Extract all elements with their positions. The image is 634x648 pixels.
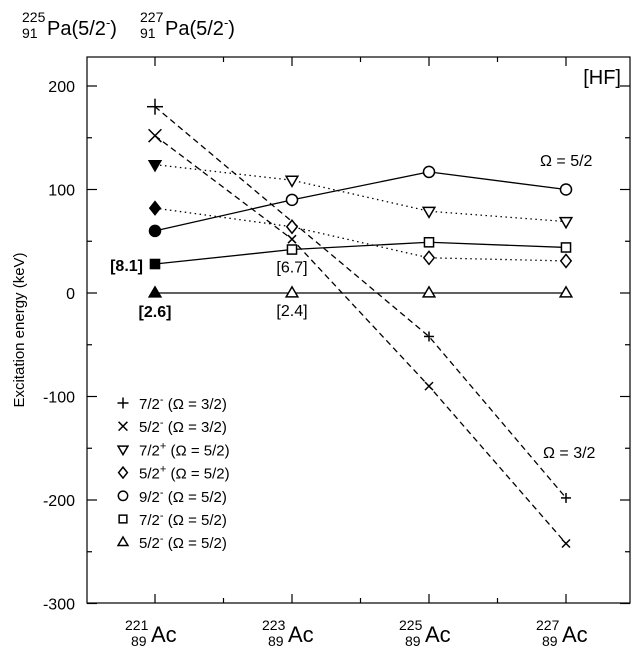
marker-triangle-up <box>284 285 300 298</box>
marker-plus <box>147 98 163 115</box>
marker-diamond <box>148 200 162 216</box>
marker-square <box>423 236 435 248</box>
y-tick-label: 100 <box>48 183 75 200</box>
x-tick-z: 89 <box>268 633 284 648</box>
marker-circle <box>117 490 129 502</box>
legend-entry: 9/2- (Ω = 5/2) <box>117 487 227 506</box>
series-line <box>154 171 567 232</box>
top-label-text: Pa(5/2-) <box>47 15 117 40</box>
marker-triangle-down <box>421 206 437 219</box>
y-tick-label: -300 <box>43 597 75 614</box>
marker-circle <box>148 224 162 238</box>
annotation: [2.4] <box>276 303 307 320</box>
marker-square <box>149 258 161 270</box>
marker-cross <box>424 381 434 391</box>
marker-triangle-up <box>116 535 130 547</box>
series-line <box>154 135 567 544</box>
marker-plus <box>424 331 434 342</box>
marker-cross <box>118 421 128 432</box>
omega-label: Ω = 3/2 <box>543 445 596 462</box>
marker-triangle-up <box>421 285 437 298</box>
marker-diamond <box>559 253 573 269</box>
marker-triangle-up <box>558 285 574 298</box>
legend-entry: 7/2- (Ω = 3/2) <box>117 394 227 413</box>
x-tick-element: Ac <box>151 622 177 647</box>
x-tick-mass: 221 <box>125 617 149 633</box>
annotation: [2.6] <box>139 304 172 321</box>
marker-diamond <box>285 219 299 235</box>
marker-square <box>560 242 572 253</box>
x-tick-mass: 225 <box>399 617 423 633</box>
marker-triangle-down <box>116 445 130 457</box>
annotation: [6.7] <box>276 260 307 277</box>
omega-label: Ω = 5/2 <box>540 153 593 170</box>
marker-cross <box>287 234 297 244</box>
marker-circle <box>559 183 573 196</box>
top-label-mass: 225 <box>22 9 46 25</box>
x-tick-z: 89 <box>131 633 147 648</box>
x-tick-element: Ac <box>562 622 588 647</box>
x-tick-element: Ac <box>425 622 451 647</box>
marker-circle <box>285 193 299 207</box>
legend-entry: 5/2- (Ω = 5/2) <box>116 533 227 552</box>
y-tick-label: -200 <box>43 493 75 510</box>
x-tick-mass: 223 <box>262 617 286 633</box>
top-label-text: Pa(5/2-) <box>165 15 235 40</box>
legend-entry: 5/2- (Ω = 3/2) <box>118 417 227 436</box>
legend-entry: 7/2- (Ω = 5/2) <box>118 510 227 529</box>
series-line <box>154 106 567 499</box>
top-label-mass: 227 <box>140 9 164 25</box>
legend-label: 7/2+ (Ω = 5/2) <box>139 440 230 459</box>
y-axis-label: Excitation energy (keV) <box>11 252 28 407</box>
legend-entry: 7/2+ (Ω = 5/2) <box>116 440 230 459</box>
marker-triangle-down <box>558 216 574 230</box>
x-tick-z: 89 <box>405 633 421 648</box>
marker-cross <box>561 538 571 549</box>
legend-label: 7/2- (Ω = 3/2) <box>139 394 227 413</box>
top-label-z: 91 <box>22 25 38 41</box>
legend-entry: 5/2+ (Ω = 5/2) <box>117 464 230 483</box>
marker-plus <box>117 397 129 409</box>
legend-label: 5/2- (Ω = 5/2) <box>139 533 227 552</box>
marker-triangle-up <box>147 285 163 298</box>
legend-label: 7/2- (Ω = 5/2) <box>139 510 227 529</box>
legend-label: 5/2+ (Ω = 5/2) <box>139 464 230 483</box>
plot-frame <box>86 56 631 604</box>
marker-plus <box>561 492 571 503</box>
marker-square <box>286 244 298 255</box>
legend-label: 5/2- (Ω = 3/2) <box>139 417 227 436</box>
series-line <box>154 207 567 262</box>
method-label: [HF] <box>583 67 621 89</box>
x-tick-z: 89 <box>542 633 558 648</box>
series-line <box>154 164 567 223</box>
annotation: [8.1] <box>110 258 143 275</box>
y-tick-label: 0 <box>66 286 75 303</box>
y-tick-label: -100 <box>43 390 75 407</box>
legend-label: 9/2- (Ω = 5/2) <box>139 487 227 506</box>
marker-cross <box>148 128 162 143</box>
marker-square <box>118 514 128 524</box>
marker-diamond <box>422 250 436 266</box>
x-tick-element: Ac <box>288 622 314 647</box>
series-line <box>154 241 567 265</box>
marker-circle <box>422 165 436 179</box>
marker-triangle-down <box>284 175 300 188</box>
marker-diamond <box>117 465 129 480</box>
top-label-z: 91 <box>140 25 156 41</box>
marker-triangle-down <box>147 160 163 173</box>
y-tick-label: 200 <box>48 79 75 96</box>
x-tick-mass: 227 <box>536 617 560 633</box>
